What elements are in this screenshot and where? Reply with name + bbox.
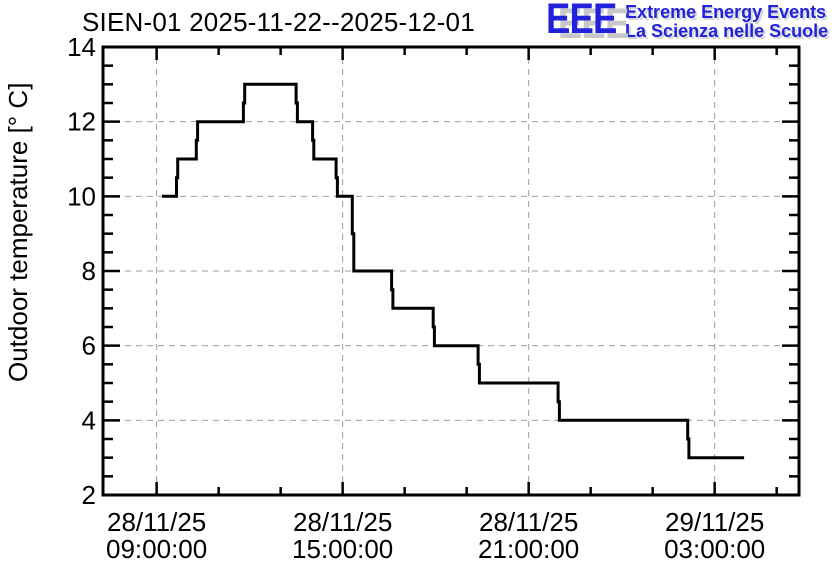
- y-tick-label: 6: [82, 331, 96, 361]
- plot-frame: [101, 45, 801, 497]
- y-tick-label: 4: [82, 405, 96, 435]
- x-tick-label-date: 28/11/25: [479, 507, 578, 537]
- temperature-series-line: [161, 82, 745, 460]
- y-tick-label: 12: [67, 107, 96, 137]
- y-tick-label: 14: [67, 32, 96, 62]
- x-tick-label-time: 09:00:00: [106, 534, 207, 564]
- y-tick-label: 10: [67, 181, 96, 211]
- x-tick-label-date: 29/11/25: [665, 507, 764, 537]
- eee-logo: EEE Extreme Energy Events La Scienza nel…: [546, 0, 828, 43]
- plot-title: SIEN-01 2025-11-22--2025-12-01: [82, 7, 475, 37]
- x-tick-label-date: 28/11/25: [293, 507, 392, 537]
- y-axis-title: Outdoor temperature [° C]: [3, 82, 33, 382]
- x-tick-label-time: 21:00:00: [478, 534, 579, 564]
- y-tick-label: 8: [82, 256, 96, 286]
- eee-logo-line2: La Scienza nelle Scuole: [625, 21, 829, 41]
- eee-logo-text: Extreme Energy Events La Scienza nelle S…: [625, 2, 828, 41]
- x-tick-label-time: 15:00:00: [292, 534, 393, 564]
- x-tick-label-time: 03:00:00: [664, 534, 765, 564]
- y-tick-label: 2: [82, 480, 96, 510]
- x-tick-label-date: 28/11/25: [107, 507, 206, 537]
- eee-logo-acronym: EEE: [546, 0, 617, 43]
- eee-logo-line1: Extreme Energy Events: [625, 2, 827, 22]
